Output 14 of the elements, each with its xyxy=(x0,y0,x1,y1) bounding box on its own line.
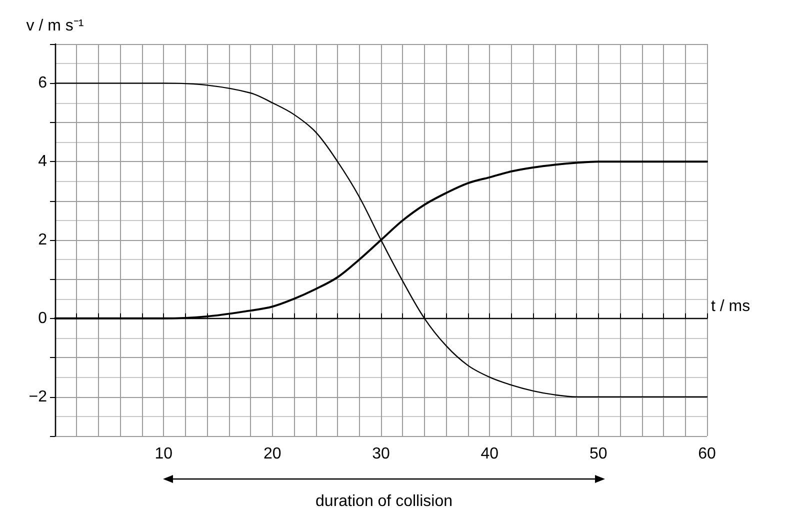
y-axis-title: v / m s⁻¹ xyxy=(26,18,84,34)
x-tick-label: 20 xyxy=(263,446,282,462)
x-tick-label: 10 xyxy=(154,446,173,462)
x-tick-label: 40 xyxy=(480,446,499,462)
y-tick-label: 0 xyxy=(38,310,48,327)
x-tick-label: 30 xyxy=(372,446,390,462)
y-tick-label: 4 xyxy=(38,153,48,170)
y-tick-label: −2 xyxy=(28,388,48,406)
text: duration of collision xyxy=(314,493,454,511)
y-tick-label: 2 xyxy=(38,232,48,248)
y-tick-label: 6 xyxy=(38,74,48,92)
x-tick-label: 50 xyxy=(589,446,608,462)
x-axis-title: t / ms xyxy=(711,298,750,315)
x-tick-label: 60 xyxy=(698,446,716,462)
